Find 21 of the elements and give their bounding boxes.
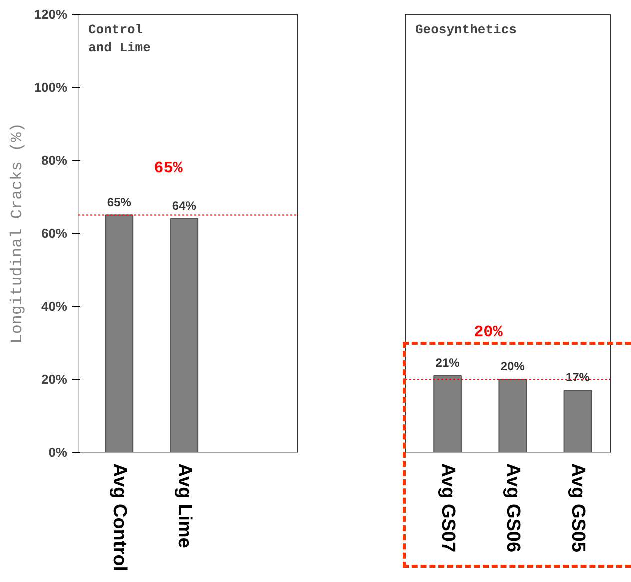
ref-line-label: 20% <box>474 324 504 342</box>
y-tick-label: 80% <box>41 153 68 168</box>
text: Geosynthetics <box>416 22 518 38</box>
text: Control and Lime <box>88 22 152 56</box>
x-tick-label: Avg Lime <box>174 464 195 548</box>
text: 21% <box>436 356 460 370</box>
y-tick-label: 0% <box>48 445 68 460</box>
y-tick-label: 100% <box>34 80 68 95</box>
x-tick-label: Avg Control <box>108 464 130 572</box>
y-axis-title: Longitudinal Cracks (%) <box>8 123 26 344</box>
text: 20% <box>500 360 525 374</box>
x-tick-label: Avg GS07 <box>437 464 458 553</box>
text: 64% <box>172 198 196 213</box>
text: 65% <box>107 195 132 210</box>
y-tick-label: 20% <box>41 372 68 387</box>
y-tick-label: 120% <box>34 7 68 22</box>
y-tick-label: 60% <box>41 226 68 241</box>
x-tick-label: Avg GS05 <box>567 464 588 553</box>
ref-line-label: 65% <box>154 159 184 178</box>
y-tick-label: 40% <box>41 299 68 314</box>
x-tick-label: Avg GS06 <box>502 464 524 553</box>
